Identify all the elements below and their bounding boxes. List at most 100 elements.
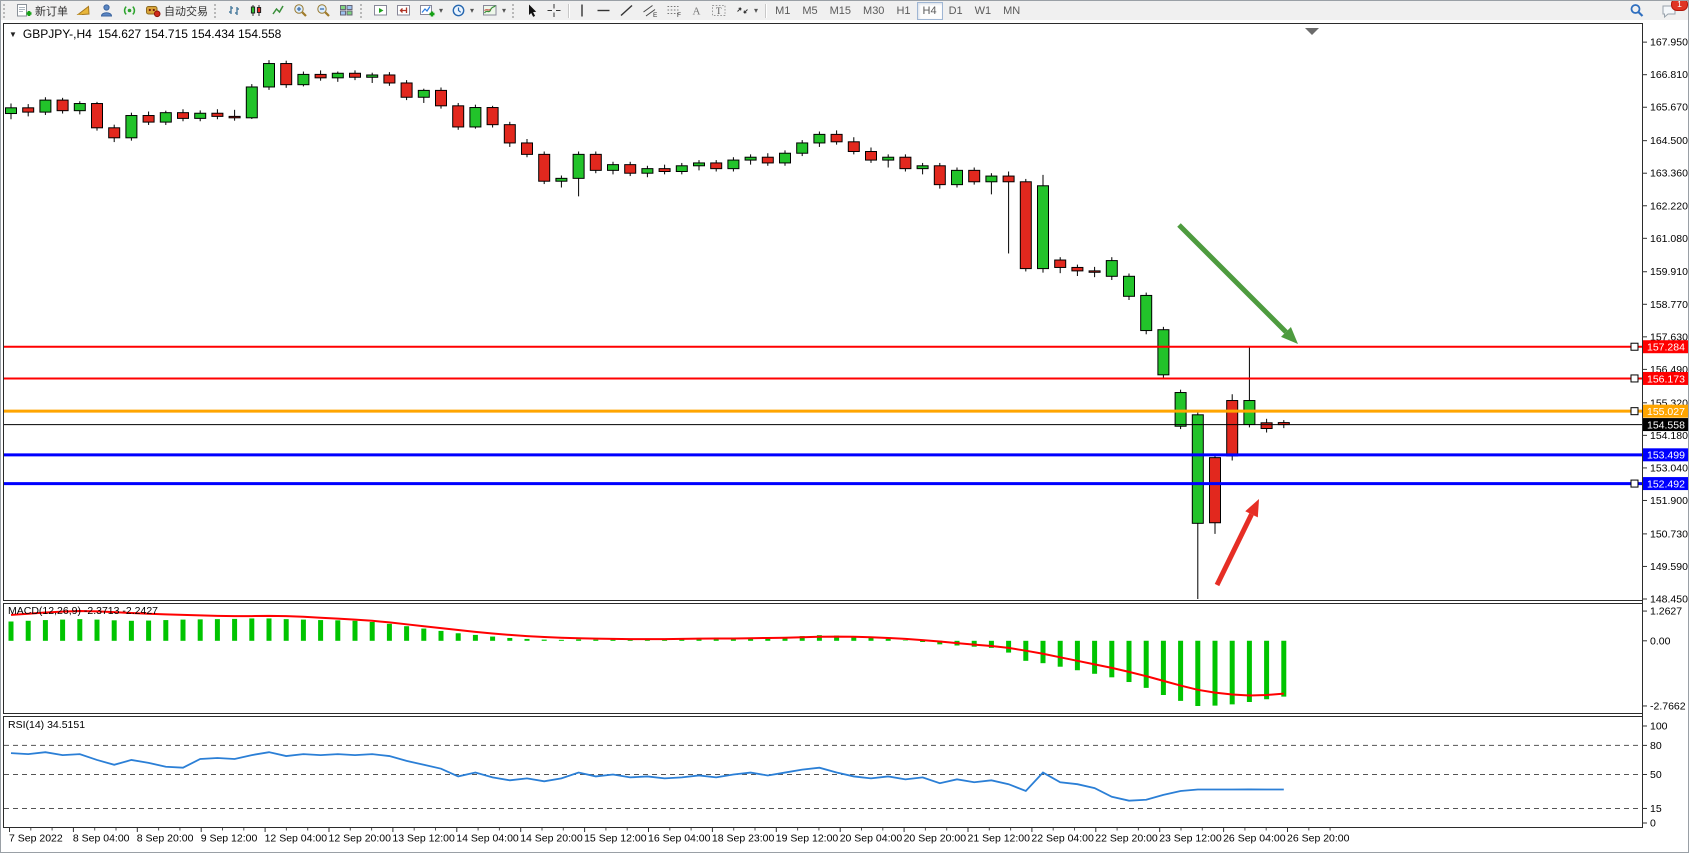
candle-bear xyxy=(383,74,396,84)
price-tick-label: 153.040 xyxy=(1650,462,1688,474)
search-icon xyxy=(1629,3,1645,19)
timeframe-mn[interactable]: MN xyxy=(1003,4,1021,17)
arrows-tool-button[interactable]: ▾ xyxy=(731,1,762,20)
price-tick-label: 161.080 xyxy=(1650,233,1688,245)
tile-windows-button[interactable] xyxy=(335,1,358,20)
templates-button[interactable]: ▾ xyxy=(478,1,510,20)
timeframe-h1[interactable]: H1 xyxy=(896,4,911,17)
chart-canvas[interactable]: 167.950 166.810 165.670 164.500 163.360 162.2… xyxy=(1,20,1689,853)
candlestick-chart-button[interactable] xyxy=(245,1,267,20)
candle-bear xyxy=(211,112,224,117)
macd-label: MACD(12,26,9) -2.3713 -2.2427 xyxy=(8,605,158,617)
up-bounce-arrow[interactable] xyxy=(1214,513,1254,587)
candle-bull xyxy=(985,175,998,183)
line-handle[interactable] xyxy=(1630,374,1639,383)
toolbar-grip[interactable] xyxy=(360,3,367,18)
new-order-icon xyxy=(16,3,32,18)
chart-area[interactable]: 167.950 166.810 165.670 164.500 163.360 162.2… xyxy=(1,20,1689,853)
candle-bear xyxy=(486,107,499,126)
text-label-icon: T xyxy=(711,3,727,18)
zoom-in-button[interactable] xyxy=(289,1,312,20)
price-tag xyxy=(1643,448,1688,462)
rsi-line xyxy=(10,751,1284,802)
ohlc-readout: 154.627 154.715 154.434 154.558 xyxy=(97,27,282,41)
candle-bear xyxy=(108,127,121,139)
indicators-button[interactable]: ▾ xyxy=(415,1,447,20)
community-button[interactable] xyxy=(95,1,118,20)
price-tick-label: 166.810 xyxy=(1650,69,1688,81)
cursor-tool-button[interactable] xyxy=(521,1,543,20)
horizontal-line-tool-button[interactable] xyxy=(592,1,615,20)
metaeditor-button[interactable] xyxy=(72,1,95,20)
equidistant-channel-tool-button[interactable]: E xyxy=(638,1,662,20)
candle-bull xyxy=(572,153,585,179)
candle-bear xyxy=(1002,175,1015,183)
date-label: 26 Sep 20:00 xyxy=(1287,833,1350,845)
price-tag xyxy=(1643,404,1688,418)
candle-bull xyxy=(675,165,688,172)
autoscroll-button[interactable] xyxy=(369,1,392,20)
person-icon xyxy=(99,3,114,18)
crosshair-icon xyxy=(547,3,561,18)
line-chart-button[interactable] xyxy=(267,1,289,20)
macd-tick-label: 1.2627 xyxy=(1650,606,1682,618)
toolbar-grip[interactable] xyxy=(512,3,519,18)
shift-marker-icon[interactable] xyxy=(1305,28,1319,35)
rsi-label: RSI(14) 34.5151 xyxy=(8,719,85,731)
toolbar-grip[interactable] xyxy=(3,3,10,18)
timeframe-d1[interactable]: D1 xyxy=(948,4,963,17)
price-tick-label: 167.950 xyxy=(1650,37,1688,49)
line-handle[interactable] xyxy=(1630,342,1639,351)
price-tick-label: 158.770 xyxy=(1650,299,1688,311)
candle-bull xyxy=(366,74,379,78)
candle-bull xyxy=(693,162,705,167)
text-tool-button[interactable]: A xyxy=(686,1,707,20)
bar-chart-button[interactable] xyxy=(223,1,245,20)
dropdown-caret: ▾ xyxy=(754,6,759,15)
candle-bear xyxy=(847,141,860,153)
trendline-tool-button[interactable] xyxy=(615,1,638,20)
date-label: 14 Sep 04:00 xyxy=(456,833,519,845)
svg-text:F: F xyxy=(677,12,681,18)
line-handle[interactable] xyxy=(1630,479,1639,488)
autotrading-button[interactable]: 自动交易 xyxy=(141,1,212,20)
text-label-tool-button[interactable]: T xyxy=(707,1,731,20)
timeframe-m1[interactable]: M1 xyxy=(775,4,791,17)
new-order-label: 新订单 xyxy=(35,5,68,18)
search-button[interactable] xyxy=(1625,1,1649,20)
timeframe-m5[interactable]: M5 xyxy=(802,4,818,17)
candle-bear xyxy=(228,115,241,119)
candle-bear xyxy=(658,168,671,172)
price-tag xyxy=(1643,371,1688,385)
line-handle[interactable] xyxy=(1630,407,1639,416)
candle-bear xyxy=(624,164,637,174)
timeframe-m15[interactable]: M15 xyxy=(829,4,852,17)
vertical-line-tool-button[interactable] xyxy=(572,1,592,20)
candle-bull xyxy=(882,156,895,161)
svg-text:T: T xyxy=(716,6,722,16)
down-trend-arrow[interactable] xyxy=(1177,223,1288,334)
fibonacci-tool-button[interactable]: F xyxy=(662,1,686,20)
toolbar-separator xyxy=(568,3,570,18)
candle-bull xyxy=(1123,275,1135,297)
crosshair-tool-button[interactable] xyxy=(543,1,565,20)
zoom-out-button[interactable] xyxy=(312,1,335,20)
price-tick-label: 162.220 xyxy=(1650,200,1688,212)
timeframe-h4[interactable]: H4 xyxy=(916,1,943,20)
chart-shift-button[interactable] xyxy=(392,1,415,20)
price-tag xyxy=(1643,418,1688,432)
date-label: 7 Sep 2022 xyxy=(9,833,63,845)
symbol-dropdown-icon[interactable]: ▼ xyxy=(9,29,17,39)
periods-button[interactable]: ▾ xyxy=(447,1,478,20)
rsi-tick-label: 100 xyxy=(1650,720,1668,732)
chat-button[interactable]: 1 xyxy=(1657,1,1688,20)
signals-button[interactable] xyxy=(118,1,141,20)
new-order-button[interactable]: 新订单 xyxy=(12,1,72,20)
timeframe-m30[interactable]: M30 xyxy=(863,4,885,17)
candlestick-icon xyxy=(249,3,263,18)
candle-bull xyxy=(469,107,482,128)
candle-bull xyxy=(607,164,619,171)
toolbar-grip[interactable] xyxy=(214,3,221,18)
date-label: 26 Sep 04:00 xyxy=(1223,833,1286,845)
timeframe-w1[interactable]: W1 xyxy=(974,4,992,17)
